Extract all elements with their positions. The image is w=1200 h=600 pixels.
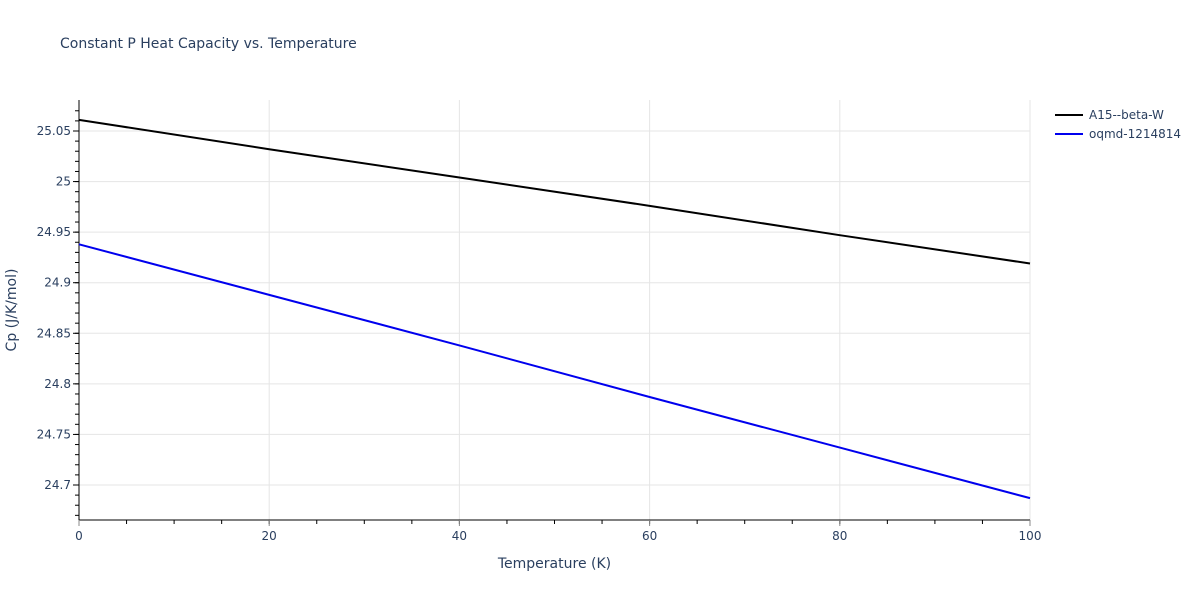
y-axis-title: Cp (J/K/mol)	[4, 269, 20, 352]
y-tick-label: 24.9	[44, 276, 71, 290]
x-tick-label: 20	[262, 529, 277, 543]
legend-item[interactable]: oqmd-1214814	[1089, 127, 1181, 141]
y-tick-label: 24.7	[44, 478, 71, 492]
x-axis-title: Temperature (K)	[497, 556, 611, 572]
y-tick-label: 24.95	[37, 225, 71, 239]
y-tick-label: 24.8	[44, 377, 71, 391]
chart-title: Constant P Heat Capacity vs. Temperature	[60, 36, 357, 52]
x-tick-label: 80	[832, 529, 847, 543]
legend-item[interactable]: A15--beta-W	[1089, 108, 1164, 122]
series-line	[78, 118, 1031, 265]
y-tick-label: 25	[56, 175, 71, 189]
y-tick-label: 24.75	[37, 427, 71, 441]
y-tick-label: 25.05	[37, 124, 71, 138]
x-tick-label: 60	[642, 529, 657, 543]
y-tick-label: 24.85	[37, 326, 71, 340]
x-tick-label: 0	[75, 529, 83, 543]
x-tick-label: 40	[452, 529, 467, 543]
series-line	[78, 243, 1031, 500]
x-tick-label: 100	[1019, 529, 1042, 543]
